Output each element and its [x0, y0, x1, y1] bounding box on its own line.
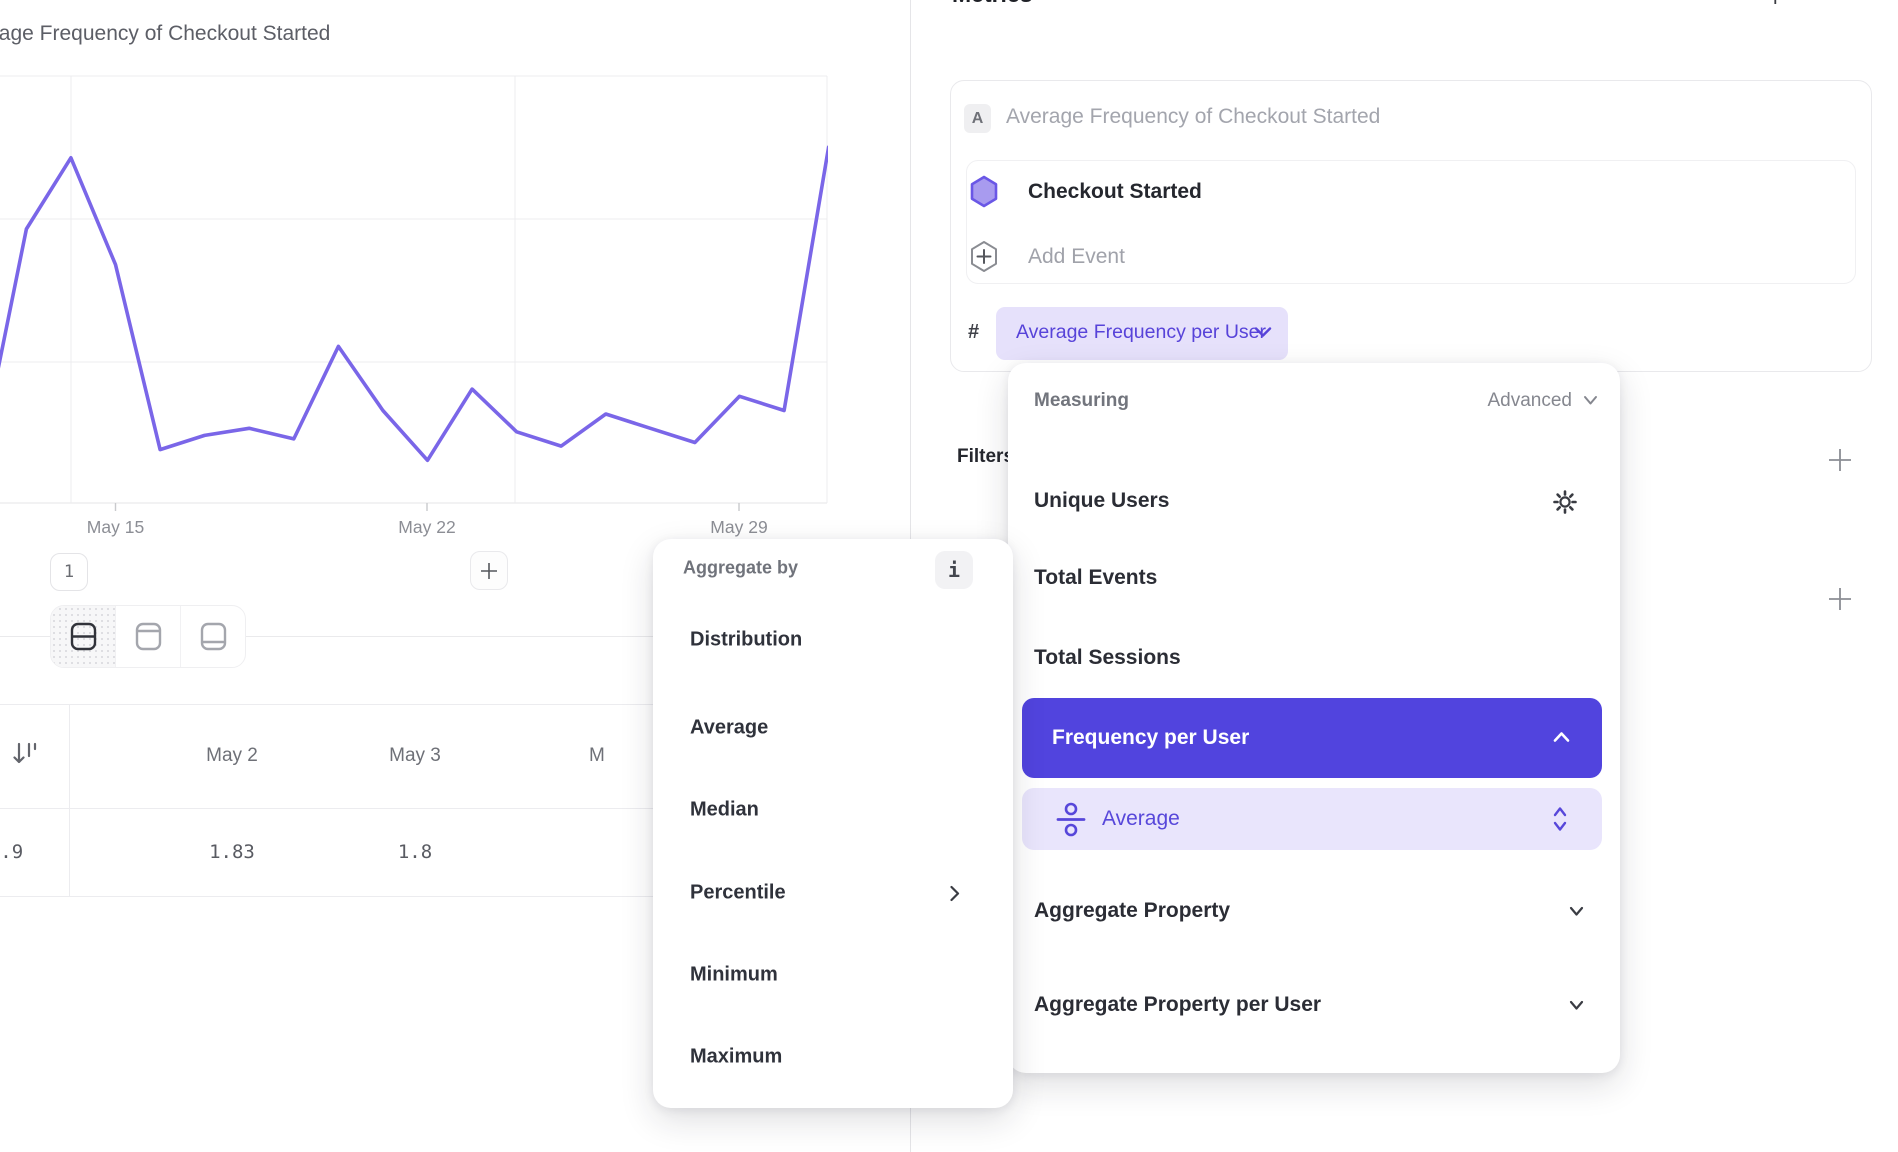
chevron-down-icon[interactable] — [1583, 395, 1598, 406]
chevron-down-icon — [1254, 327, 1272, 337]
table-column-border — [69, 704, 70, 896]
chart-view-icon — [135, 622, 161, 651]
x-axis-label: May 29 — [710, 517, 768, 537]
toggle-split-view[interactable] — [51, 606, 116, 667]
selected-item-label: Frequency per User — [1052, 726, 1250, 749]
add-metric-clip[interactable]: + — [1762, 0, 1794, 8]
add-filter-button[interactable] — [1827, 447, 1853, 473]
x-axis-label: May 15 — [86, 517, 145, 537]
menu-item-median[interactable]: Median — [690, 798, 759, 821]
table-column-header[interactable]: M — [589, 745, 605, 766]
table-cell-value: 1.8 — [397, 841, 433, 863]
menu-item-distribution[interactable]: Distribution — [690, 628, 803, 651]
metrics-heading-clip: Metrics — [952, 0, 1092, 9]
series-count-badge[interactable]: 1 — [50, 553, 88, 591]
table-view-icon — [200, 622, 226, 651]
add-series-button[interactable] — [470, 551, 508, 590]
frequency-line-chart — [0, 75, 828, 511]
add-breakdown-button[interactable] — [1827, 586, 1853, 612]
plus-icon — [481, 562, 497, 579]
advanced-mode-dropdown[interactable]: Advanced — [1487, 390, 1572, 411]
menu-item-frequency-per-user[interactable]: Frequency per User — [1022, 698, 1602, 778]
filters-section-label: Filters — [957, 446, 1015, 467]
table-bottom-border — [0, 896, 910, 897]
toggle-chart-view[interactable] — [116, 606, 181, 667]
menu-item-minimum[interactable]: Minimum — [690, 963, 778, 986]
menu-item-total-sessions[interactable]: Total Sessions — [1034, 646, 1181, 669]
average-division-icon — [1056, 802, 1086, 837]
chart-title: Average Frequency of Checkout Started — [0, 22, 331, 45]
table-top-border — [0, 704, 910, 705]
select-arrows-icon — [1553, 807, 1567, 831]
plus-icon: + — [1768, 0, 1783, 8]
metric-row-letter: A — [964, 104, 991, 133]
table-column-header[interactable]: May 2 — [206, 745, 258, 766]
menu-item-maximum[interactable]: Maximum — [690, 1045, 783, 1068]
series-line — [0, 145, 828, 463]
table-sort-button[interactable] — [12, 740, 38, 775]
table-header-border — [0, 808, 910, 809]
event-card — [966, 160, 1856, 284]
chevron-down-icon — [1569, 906, 1584, 916]
chevron-right-icon — [950, 885, 960, 902]
table-cell-value: 1.9 — [0, 841, 24, 863]
measurement-hash: # — [968, 321, 980, 343]
aggregate-by-menu: Aggregate by i Distribution Average Median… — [653, 539, 1013, 1108]
table-column-header[interactable]: May 3 — [389, 745, 441, 766]
sort-descending-icon — [13, 742, 37, 764]
view-toggle-group — [50, 605, 246, 668]
menu-item-aggregate-property[interactable]: Aggregate Property — [1034, 899, 1231, 922]
event-name[interactable]: Checkout Started — [1028, 180, 1202, 203]
sub-item-label: Average — [1102, 807, 1180, 830]
gear-icon[interactable] — [1550, 487, 1580, 517]
add-event-button[interactable]: Add Event — [1028, 245, 1125, 268]
measurement-dropdown[interactable] — [996, 307, 1288, 360]
chevron-down-icon — [1569, 1000, 1584, 1010]
chart-title-clip: Average Frequency of Checkout Started — [0, 22, 520, 56]
measurement-dropdown-label: Average Frequency per User — [1016, 321, 1267, 343]
table-cell-value: 1.83 — [209, 841, 255, 863]
measuring-menu-title: Measuring — [1034, 390, 1130, 411]
aggregate-menu-title: Aggregate by — [683, 557, 799, 578]
menu-item-average-aggregation[interactable]: Average — [1022, 788, 1602, 850]
metric-title-input[interactable]: Average Frequency of Checkout Started — [1006, 105, 1381, 128]
add-event-hexagon-icon[interactable] — [970, 240, 998, 273]
menu-item-average[interactable]: Average — [690, 716, 769, 739]
measuring-menu: Measuring Advanced Unique Users Total Eve… — [1008, 363, 1620, 1073]
chevron-up-icon — [1553, 732, 1570, 742]
menu-item-aggregate-property-per-user[interactable]: Aggregate Property per User — [1034, 993, 1322, 1016]
menu-item-percentile[interactable]: Percentile — [690, 881, 786, 904]
metrics-heading: Metrics — [952, 0, 1033, 8]
split-view-icon — [70, 622, 96, 651]
menu-item-total-events[interactable]: Total Events — [1034, 566, 1158, 589]
toggle-table-view[interactable] — [181, 606, 245, 667]
section-divider — [0, 636, 910, 637]
event-hexagon-icon — [970, 175, 998, 208]
menu-item-unique-users[interactable]: Unique Users — [1034, 489, 1170, 512]
x-axis-label: May 22 — [398, 517, 456, 537]
info-icon[interactable]: i — [935, 551, 973, 589]
